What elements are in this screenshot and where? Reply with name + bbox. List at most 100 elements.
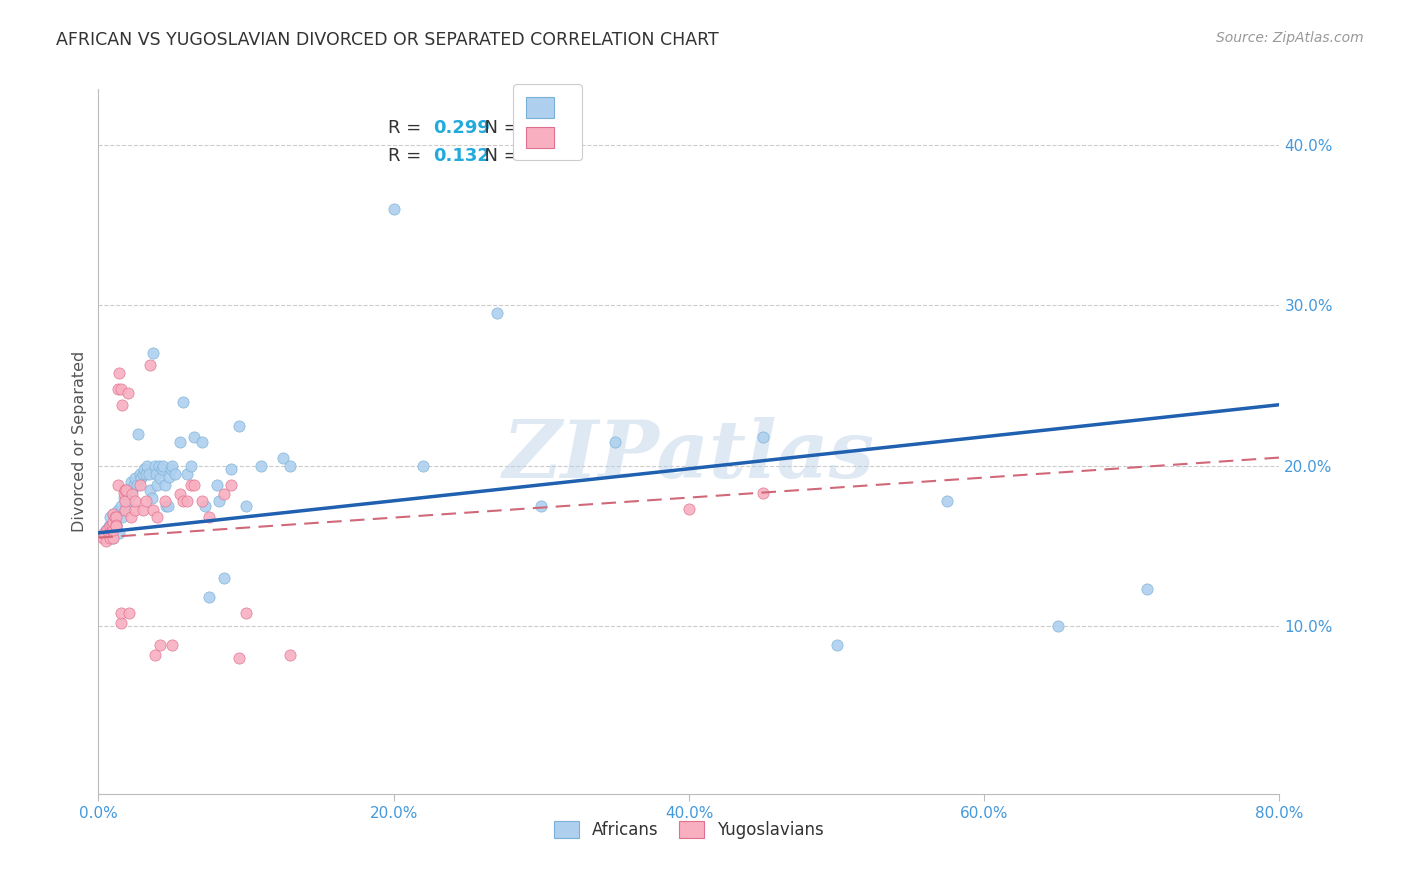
- Point: [176, 467, 198, 481]
- Point: [97, 519, 120, 533]
- Point: [120, 509, 142, 524]
- Point: [172, 493, 194, 508]
- Point: [143, 648, 166, 662]
- Point: [105, 517, 128, 532]
- Point: [212, 571, 235, 585]
- Text: ZIPatlas: ZIPatlas: [503, 417, 875, 494]
- Point: [115, 483, 138, 497]
- Point: [235, 606, 257, 620]
- Point: [221, 477, 243, 491]
- Point: [165, 467, 187, 481]
- Point: [120, 475, 142, 489]
- Point: [103, 531, 125, 545]
- Point: [172, 394, 194, 409]
- Point: [112, 491, 135, 505]
- Point: [114, 493, 136, 508]
- Point: [159, 462, 181, 476]
- Point: [110, 382, 132, 396]
- Point: [118, 483, 141, 497]
- Point: [198, 509, 221, 524]
- Point: [825, 638, 848, 652]
- Point: [103, 507, 125, 521]
- Point: [128, 467, 150, 481]
- Point: [124, 503, 146, 517]
- Point: [114, 503, 136, 517]
- Point: [156, 499, 179, 513]
- Point: [118, 606, 141, 620]
- Point: [191, 434, 214, 449]
- Point: [97, 525, 120, 540]
- Point: [180, 458, 202, 473]
- Point: [183, 430, 205, 444]
- Point: [128, 477, 150, 491]
- Point: [936, 493, 959, 508]
- Text: N =: N =: [472, 147, 524, 165]
- Point: [205, 477, 228, 491]
- Point: [141, 491, 163, 505]
- Point: [107, 382, 129, 396]
- Point: [139, 358, 162, 372]
- Point: [250, 458, 273, 473]
- Point: [94, 523, 117, 537]
- Point: [110, 606, 132, 620]
- Point: [157, 469, 180, 483]
- Point: [110, 615, 132, 630]
- Point: [486, 306, 509, 320]
- Point: [412, 458, 434, 473]
- Point: [198, 590, 221, 604]
- Point: [150, 462, 173, 476]
- Point: [93, 525, 115, 540]
- Point: [114, 503, 136, 517]
- Point: [103, 517, 125, 532]
- Point: [228, 650, 250, 665]
- Text: Source: ZipAtlas.com: Source: ZipAtlas.com: [1216, 31, 1364, 45]
- Point: [530, 499, 553, 513]
- Point: [191, 493, 214, 508]
- Point: [122, 477, 145, 491]
- Point: [124, 493, 146, 508]
- Point: [96, 525, 118, 540]
- Point: [280, 648, 302, 662]
- Point: [146, 509, 169, 524]
- Point: [132, 503, 155, 517]
- Point: [103, 531, 125, 545]
- Point: [678, 501, 700, 516]
- Point: [228, 418, 250, 433]
- Point: [146, 477, 169, 491]
- Point: [176, 493, 198, 508]
- Point: [105, 519, 128, 533]
- Point: [127, 426, 149, 441]
- Point: [752, 430, 775, 444]
- Point: [121, 483, 143, 497]
- Point: [104, 515, 127, 529]
- Text: 0.132: 0.132: [433, 147, 489, 165]
- Point: [149, 471, 172, 485]
- Point: [111, 398, 134, 412]
- Point: [108, 366, 131, 380]
- Point: [148, 458, 170, 473]
- Point: [132, 467, 155, 481]
- Text: R =: R =: [388, 147, 427, 165]
- Point: [135, 467, 157, 481]
- Point: [271, 450, 294, 465]
- Point: [382, 202, 405, 217]
- Text: 0.299: 0.299: [433, 119, 489, 137]
- Point: [169, 487, 191, 501]
- Point: [104, 509, 127, 524]
- Text: R =: R =: [388, 119, 427, 137]
- Point: [105, 519, 128, 533]
- Point: [605, 434, 627, 449]
- Point: [96, 523, 118, 537]
- Point: [142, 346, 165, 360]
- Point: [105, 509, 128, 524]
- Point: [103, 523, 125, 537]
- Y-axis label: Divorced or Separated: Divorced or Separated: [72, 351, 87, 533]
- Point: [117, 386, 139, 401]
- Point: [142, 503, 165, 517]
- Point: [98, 509, 121, 524]
- Legend: Africans, Yugoslavians: Africans, Yugoslavians: [547, 814, 831, 846]
- Point: [100, 517, 122, 532]
- Point: [117, 493, 139, 508]
- Point: [136, 458, 159, 473]
- Point: [94, 533, 117, 548]
